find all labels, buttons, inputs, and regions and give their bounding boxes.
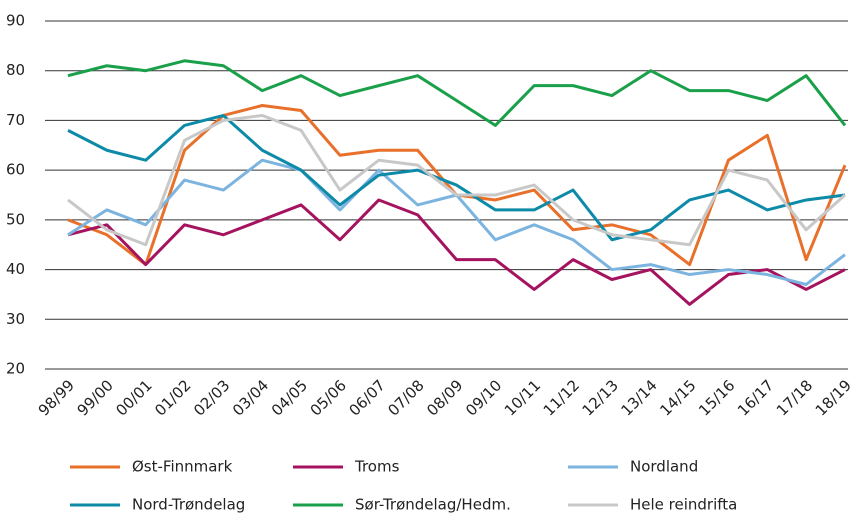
x-tick-label: 05/06 bbox=[307, 376, 350, 419]
x-tick-label: 15/16 bbox=[695, 376, 738, 419]
series-line bbox=[67, 113, 846, 242]
y-tick-label: 30 bbox=[6, 310, 25, 328]
series-line bbox=[67, 113, 847, 247]
x-tick-label: 01/02 bbox=[151, 376, 194, 419]
legend-label: Nord-Trøndelag bbox=[132, 496, 245, 514]
x-tick-label: 03/04 bbox=[229, 376, 272, 419]
x-tick-label: 14/15 bbox=[656, 376, 699, 419]
x-tick-label: 02/03 bbox=[190, 376, 233, 419]
y-tick-label: 20 bbox=[6, 360, 25, 378]
x-tick-label: 18/19 bbox=[812, 376, 855, 419]
x-tick-label: 17/18 bbox=[773, 376, 816, 419]
x-tick-label: 08/09 bbox=[423, 376, 466, 419]
x-tick-label: 07/08 bbox=[384, 376, 427, 419]
legend-label: Øst-Finnmark bbox=[132, 458, 233, 476]
legend-label: Sør-Trøndelag/Hedm. bbox=[355, 496, 511, 514]
legend-label: Nordland bbox=[630, 458, 698, 476]
x-tick-label: 10/11 bbox=[501, 376, 544, 419]
x-tick-label: 12/13 bbox=[579, 376, 622, 419]
legend-label: Troms bbox=[354, 458, 400, 476]
y-tick-label: 90 bbox=[6, 12, 25, 30]
legend-label: Hele reindrifta bbox=[630, 496, 737, 514]
y-tick-label: 80 bbox=[6, 61, 25, 79]
series-line bbox=[67, 158, 846, 286]
y-tick-label: 40 bbox=[6, 260, 25, 278]
y-tick-label: 60 bbox=[6, 161, 25, 179]
x-tick-label: 13/14 bbox=[617, 376, 660, 419]
series-line bbox=[67, 198, 846, 306]
x-tick-label: 09/10 bbox=[462, 376, 505, 419]
y-tick-label: 70 bbox=[6, 111, 25, 129]
x-tick-label: 04/05 bbox=[268, 376, 311, 419]
x-tick-label: 98/99 bbox=[35, 376, 78, 419]
series-line bbox=[67, 59, 847, 127]
x-tick-label: 99/00 bbox=[74, 376, 117, 419]
x-tick-label: 11/12 bbox=[540, 376, 583, 419]
x-tick-label: 00/01 bbox=[112, 376, 155, 419]
x-tick-label: 06/07 bbox=[346, 376, 389, 419]
y-tick-label: 50 bbox=[6, 210, 25, 228]
x-tick-label: 16/17 bbox=[734, 376, 777, 419]
